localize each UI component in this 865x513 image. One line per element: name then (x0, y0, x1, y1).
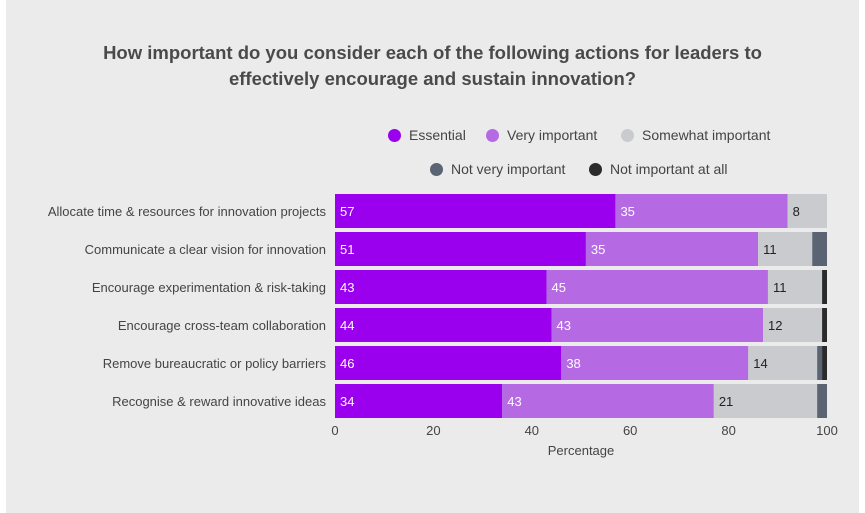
chart-title: How important do you consider each of th… (0, 40, 865, 92)
legend-item-essential: Essential (388, 127, 466, 143)
data-label: 14 (753, 356, 767, 371)
legend-swatch-very-important (486, 128, 499, 142)
data-label: 21 (719, 394, 733, 409)
legend-label-not-important-at-all: Not important at all (610, 161, 728, 177)
category-label: Encourage experimentation & risk-taking (92, 280, 326, 295)
bar-segment-somewhat-important (748, 346, 818, 380)
legend-label-essential: Essential (409, 127, 466, 143)
legend-swatch-not-very-important (430, 162, 443, 176)
data-label: 46 (340, 356, 354, 371)
data-label: 43 (340, 280, 354, 295)
data-label: 38 (566, 356, 580, 371)
legend-label-not-very-important: Not very important (451, 161, 566, 177)
category-label: Allocate time & resources for innovation… (48, 204, 327, 219)
bar-segment-somewhat-important (763, 308, 823, 342)
x-tick-label: 80 (721, 423, 735, 438)
bar-segment-somewhat-important (713, 384, 818, 418)
legend-label-somewhat-important: Somewhat important (642, 127, 771, 143)
data-label: 35 (620, 204, 634, 219)
bar-segment-essential (335, 384, 503, 418)
category-label: Communicate a clear vision for innovatio… (85, 242, 326, 257)
bar-segment-essential (335, 270, 547, 304)
legend-item-not-important-at-all: Not important at all (589, 161, 728, 177)
legend-swatch-essential (388, 128, 401, 142)
bar-segment-not-very-important (812, 232, 827, 266)
bar-segment-not-very-important (817, 346, 823, 380)
legend-swatch-somewhat-important (621, 128, 634, 142)
x-tick-label: 100 (816, 423, 838, 438)
chart-title-line-2: effectively encourage and sustain innova… (228, 68, 637, 89)
bar-segment-very-important (615, 194, 788, 228)
bar-segment-very-important (585, 232, 759, 266)
data-label: 8 (793, 204, 800, 219)
bar-segment-essential (335, 308, 552, 342)
bar-segment-not-very-important (817, 384, 827, 418)
category-label: Recognise & reward innovative ideas (112, 394, 326, 409)
data-label: 43 (556, 318, 570, 333)
data-label: 12 (768, 318, 782, 333)
data-label: 34 (340, 394, 354, 409)
bar-segment-somewhat-important (787, 194, 827, 228)
bar-segment-not-important-at-all (822, 346, 827, 380)
bar-segment-very-important (551, 308, 764, 342)
data-label: 11 (763, 242, 777, 257)
x-tick-label: 60 (623, 423, 637, 438)
bar-segment-somewhat-important (758, 232, 813, 266)
x-tick-label: 40 (525, 423, 539, 438)
legend-swatch-not-important-at-all (589, 162, 602, 176)
bar-segment-essential (335, 346, 562, 380)
bar-segment-essential (335, 194, 616, 228)
x-axis-label: Percentage (548, 443, 615, 458)
bar-segment-very-important (546, 270, 768, 304)
legend-item-somewhat-important: Somewhat important (621, 127, 770, 143)
category-label: Remove bureaucratic or policy barriers (103, 356, 327, 371)
bar-segment-very-important (502, 384, 714, 418)
legend-label-very-important: Very important (507, 127, 598, 143)
chart-title-line-1: How important do you consider each of th… (103, 42, 762, 63)
bar-segment-not-important-at-all (822, 308, 827, 342)
data-label: 44 (340, 318, 354, 333)
x-tick-label: 0 (331, 423, 338, 438)
data-label: 45 (552, 280, 566, 295)
data-label: 11 (773, 280, 787, 295)
legend-item-very-important: Very important (486, 127, 597, 143)
legend-item-not-very-important: Not very important (430, 161, 565, 177)
bar-segment-essential (335, 232, 586, 266)
bar-segment-not-important-at-all (822, 270, 827, 304)
bar-segment-very-important (561, 346, 749, 380)
data-label: 35 (591, 242, 605, 257)
data-label: 51 (340, 242, 354, 257)
data-label: 43 (507, 394, 521, 409)
category-label: Encourage cross-team collaboration (118, 318, 326, 333)
bar-segment-somewhat-important (767, 270, 823, 304)
x-tick-label: 20 (426, 423, 440, 438)
data-label: 57 (340, 204, 354, 219)
